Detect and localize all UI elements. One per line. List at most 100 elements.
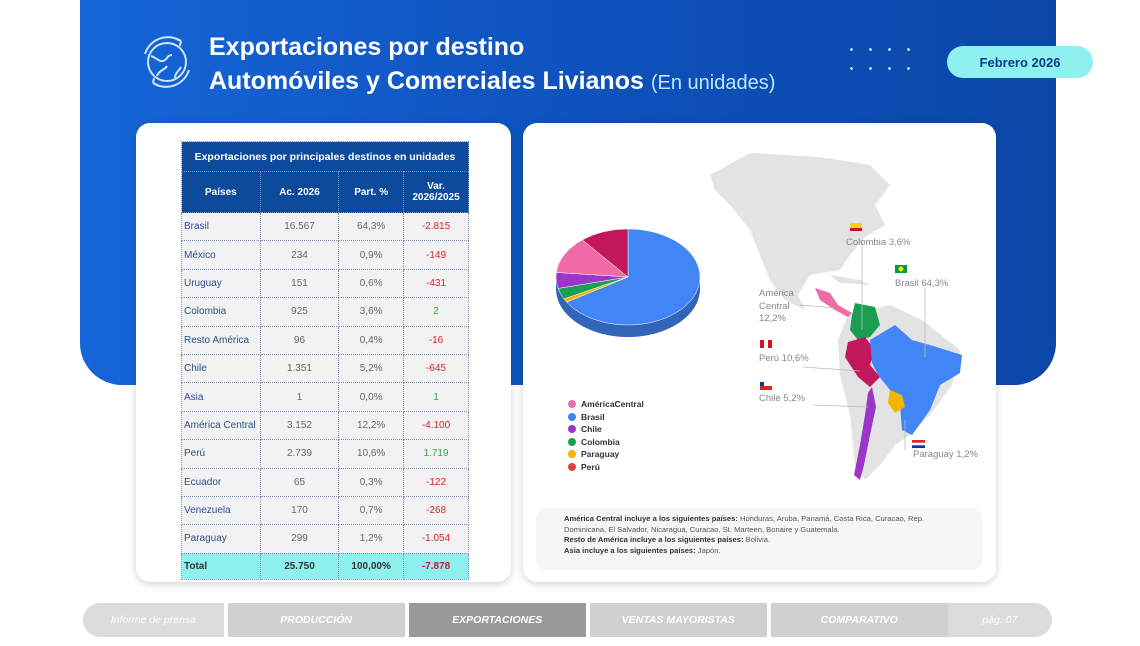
share-cell: 1,2% xyxy=(338,524,405,554)
share-cell: 0,4% xyxy=(338,325,405,355)
legend-item: Brasil xyxy=(568,411,644,424)
country-cell: Asia xyxy=(181,382,261,412)
period-badge: Febrero 2026 xyxy=(947,46,1093,78)
table-row: Asia 1 0,0% 1 xyxy=(181,382,469,412)
map-label-america-central: América Central 12,2% xyxy=(759,288,794,324)
share-cell: 3,6% xyxy=(338,297,405,327)
table-row: Perú 2.739 10,6% 1.719 xyxy=(181,439,469,469)
share-cell: 0,9% xyxy=(338,240,405,270)
legend-dot-icon xyxy=(568,437,576,446)
map-label-chile: Chile 5,2% xyxy=(759,393,805,404)
variation-cell: -16 xyxy=(403,325,469,355)
total-cell: Total xyxy=(181,552,261,580)
country-cell: México xyxy=(181,240,261,270)
units-cell: 299 xyxy=(259,524,340,554)
share-cell: 12,2% xyxy=(338,410,405,441)
country-cell: Uruguay xyxy=(181,268,261,299)
map-label-brasil: Brasil 64,3% xyxy=(895,278,949,289)
country-cell: Perú xyxy=(181,439,261,469)
exports-table: Exportaciones por principales destinos e… xyxy=(181,141,469,580)
decorative-dots xyxy=(842,40,922,84)
units-cell: 1 xyxy=(259,382,340,412)
legend-dot-icon xyxy=(568,400,576,409)
table-row: Venezuela 170 0,7% -268 xyxy=(181,495,469,526)
variation-cell: 1.719 xyxy=(403,439,469,469)
legend-dot-icon xyxy=(568,412,576,421)
colombia-flag-icon xyxy=(850,223,862,231)
units-cell: 925 xyxy=(259,297,340,327)
legend-item: Chile xyxy=(568,423,644,436)
legend-label: Colombia xyxy=(581,436,620,447)
pie-side xyxy=(556,277,700,337)
units-cell: 16.567 xyxy=(259,211,340,242)
legend-label: Paraguay xyxy=(581,449,620,460)
map-label-paraguay: Paraguay 1,2% xyxy=(913,449,978,460)
units-cell: 3.152 xyxy=(259,410,340,441)
table-row: Uruguay 151 0,6% -431 xyxy=(181,268,469,299)
legend-item: AméricaCentral xyxy=(568,398,644,411)
share-cell: 64,3% xyxy=(338,211,405,242)
legend-label: Chile xyxy=(581,424,602,435)
units-cell: 2.739 xyxy=(259,439,340,469)
variation-cell: 2 xyxy=(403,297,469,327)
bottom-nav: Informe de prensa PRODUCCIÓN EXPORTACIONES… xyxy=(83,603,1053,637)
nav-item-page-number: pág. 07 xyxy=(947,603,1053,637)
footnote-box: América Central incluye a los siguientes… xyxy=(536,508,982,570)
variation-cell: -1.054 xyxy=(403,524,469,554)
page-title: Exportaciones por destino xyxy=(209,33,525,61)
table-caption: Exportaciones por principales destinos e… xyxy=(181,141,469,172)
column-header: Part. % xyxy=(338,171,405,213)
variation-cell: -431 xyxy=(403,268,469,299)
nav-item-comparativo[interactable]: COMPARATIVO xyxy=(770,603,948,637)
country-cell: Colombia xyxy=(181,297,261,327)
page-subtitle: Automóviles y Comerciales Livianos (En u… xyxy=(209,67,776,95)
share-cell: 0,0% xyxy=(338,382,405,412)
americas-map xyxy=(710,153,962,480)
total-cell: 100,00% xyxy=(338,552,405,580)
total-row: Total 25.750 100,00% -7.878 xyxy=(181,552,469,580)
share-cell: 0,6% xyxy=(338,268,405,299)
map-label-peru: Perú 10,6% xyxy=(759,353,809,364)
table-row: Resto América 96 0,4% -16 xyxy=(181,325,469,355)
country-cell: Paraguay xyxy=(181,524,261,554)
variation-cell: -149 xyxy=(403,240,469,270)
column-header: Var. 2026/2025 xyxy=(403,171,469,213)
legend-dot-icon xyxy=(568,462,576,471)
map-north-america xyxy=(710,153,890,310)
legend-dot-icon xyxy=(568,450,576,459)
map-chile xyxy=(854,387,876,480)
units-cell: 170 xyxy=(259,495,340,526)
legend-dot-icon xyxy=(568,425,576,434)
nav-item-ventas-mayoristas[interactable]: VENTAS MAYORISTAS xyxy=(589,603,767,637)
country-cell: Chile xyxy=(181,353,261,384)
globe-refresh-icon xyxy=(144,36,190,88)
legend-label: AméricaCentral xyxy=(581,399,644,410)
table-row: América Central 3.152 12,2% -4.100 xyxy=(181,410,469,441)
pie-chart xyxy=(555,228,701,337)
table-row: Paraguay 299 1,2% -1.054 xyxy=(181,524,469,554)
country-cell: Brasil xyxy=(181,211,261,242)
map-caribbean xyxy=(830,275,870,285)
country-cell: Ecuador xyxy=(181,467,261,497)
country-cell: Venezuela xyxy=(181,495,261,526)
legend-item: Perú xyxy=(568,461,644,474)
country-cell: Resto América xyxy=(181,325,261,355)
nav-item-informe-de-prensa: Informe de prensa xyxy=(83,603,224,637)
map-brasil xyxy=(870,325,962,435)
share-cell: 5,2% xyxy=(338,353,405,384)
nav-item-exportaciones[interactable]: EXPORTACIONES xyxy=(408,603,586,637)
map-label-colombia: Colombia 3,6% xyxy=(846,237,911,248)
pie-slice-perú xyxy=(581,228,629,278)
map-colombia xyxy=(850,303,880,340)
total-cell: -7.878 xyxy=(403,552,469,580)
units-cell: 234 xyxy=(259,240,340,270)
country-cell: América Central xyxy=(181,410,261,441)
table-row: México 234 0,9% -149 xyxy=(181,240,469,270)
column-header: Ac. 2026 xyxy=(259,171,340,213)
legend-label: Brasil xyxy=(581,411,605,422)
legend-label: Perú xyxy=(581,461,600,472)
share-cell: 0,3% xyxy=(338,467,405,497)
nav-item-producci-n[interactable]: PRODUCCIÓN xyxy=(227,603,405,637)
legend-item: Paraguay xyxy=(568,448,644,461)
variation-cell: -645 xyxy=(403,353,469,384)
